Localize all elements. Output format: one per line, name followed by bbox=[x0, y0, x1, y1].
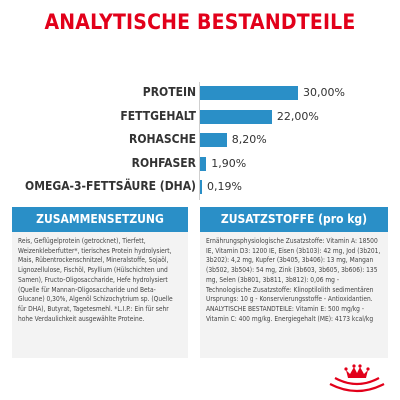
chart-row: ROHFASER 1,90% bbox=[0, 153, 400, 175]
chart-row: ROHASCHE 8,20% bbox=[0, 129, 400, 151]
composition-heading: ZUSAMMENSETZUNG bbox=[12, 207, 188, 232]
chart-value-label: 30,00% bbox=[303, 86, 345, 99]
chart-bar bbox=[200, 180, 202, 194]
royal-canin-crown-logo-icon bbox=[329, 364, 385, 393]
composition-text: Reis, Geflügelprotein (getrocknet), Tier… bbox=[18, 237, 173, 323]
chart-bar bbox=[200, 156, 207, 171]
additives-panel: Ernährungsphysiologische Zusatzstoffe: V… bbox=[200, 232, 388, 358]
chart-value-label: 8,20% bbox=[231, 133, 267, 146]
chart-category-label: ROHASCHE bbox=[129, 132, 196, 146]
nutrient-bar-chart: PROTEIN 30,00% FETTGEHALT 22,00% ROHASCHE 8,2… bbox=[0, 82, 400, 202]
chart-value-label: 1,90% bbox=[211, 156, 247, 170]
chart-bar bbox=[200, 109, 272, 124]
chart-bar bbox=[200, 86, 298, 100]
chart-category-label: OMEGA-3-FETTSÄURE (DHA) bbox=[25, 179, 196, 193]
page-title: ANALYTISCHE BESTANDTEILE bbox=[44, 10, 356, 34]
chart-row: OMEGA-3-FETTSÄURE (DHA) 0,19% bbox=[0, 176, 400, 198]
additives-text: Ernährungsphysiologische Zusatzstoffe: V… bbox=[206, 237, 381, 323]
chart-bar bbox=[200, 133, 227, 147]
chart-category-label: PROTEIN bbox=[142, 85, 196, 99]
chart-row: PROTEIN 30,00% bbox=[0, 82, 400, 104]
chart-row: FETTGEHALT 22,00% bbox=[0, 106, 400, 128]
chart-category-label: FETTGEHALT bbox=[120, 108, 196, 123]
composition-panel: Reis, Geflügelprotein (getrocknet), Tier… bbox=[12, 232, 188, 358]
additives-heading: ZUSATZSTOFFE (pro kg) bbox=[200, 207, 388, 232]
chart-value-label: 22,00% bbox=[276, 109, 319, 123]
chart-axis-line bbox=[199, 82, 200, 200]
chart-category-label: ROHFASER bbox=[131, 155, 196, 170]
chart-value-label: 0,19% bbox=[207, 180, 242, 193]
